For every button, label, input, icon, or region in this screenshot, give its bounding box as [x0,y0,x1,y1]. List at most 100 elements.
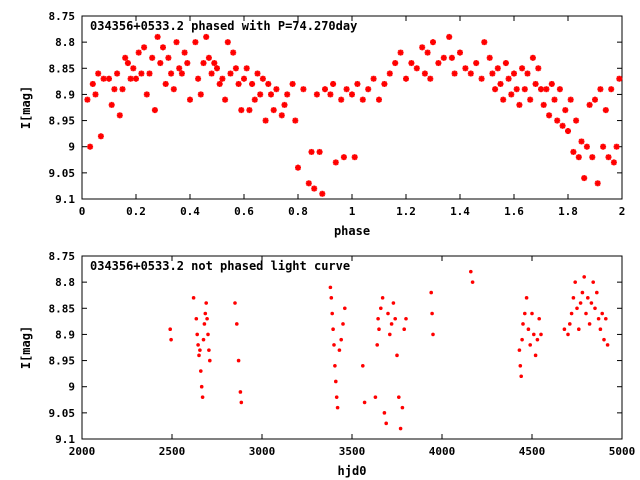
data-point [362,400,367,405]
data-point [419,44,426,51]
data-point [575,154,582,161]
data-point [216,80,223,87]
plot-frame [81,255,623,440]
x-tick-label: 1.8 [558,205,578,218]
data-point [562,107,569,114]
data-point [238,107,245,114]
data-point [519,374,523,379]
data-point [610,159,617,166]
data-point [559,122,566,129]
data-point [429,290,434,295]
data-point [430,311,434,316]
data-point [386,70,393,77]
data-point [427,75,434,82]
data-point [486,54,493,61]
data-point [130,65,137,72]
data-point [133,75,139,82]
data-point [582,275,586,279]
data-point [332,343,336,347]
data-point [200,60,207,67]
data-point [160,44,166,51]
data-point [554,117,561,124]
data-point [343,306,347,311]
data-point [492,86,499,93]
data-point [446,33,453,40]
data-point [203,33,210,40]
data-point [604,316,608,321]
data-point [338,96,345,103]
data-point [586,296,590,300]
data-point [562,327,567,332]
data-point [208,70,215,77]
data-point [284,91,291,98]
data-point [546,112,553,119]
data-point [600,143,607,150]
data-point [194,316,199,321]
data-point [388,332,392,337]
data-point [87,143,94,150]
data-point [513,86,520,93]
data-point [537,316,541,321]
data-point [382,411,387,415]
data-point [224,39,231,46]
data-point [381,80,388,87]
data-point [462,65,469,72]
data-point [403,75,409,82]
y-tick-label: 9 [68,381,75,394]
data-point [571,296,576,300]
data-point [340,154,347,161]
data-point [334,379,338,384]
data-point [230,49,237,56]
data-point [122,54,129,61]
data-point [262,117,269,124]
plot-title: 034356+0533.2 not phased light curve [90,259,350,273]
data-point [397,49,404,56]
data-point [413,65,420,72]
data-point [481,39,488,46]
data-point [235,80,242,87]
data-point [205,316,209,321]
data-point [511,70,517,77]
data-point [198,348,202,352]
data-point [97,133,104,140]
data-point [146,70,153,77]
x-tick-label: 1.4 [450,205,470,218]
data-point [533,353,538,358]
data-point [516,101,523,108]
data-point [214,65,220,72]
data-point [605,343,610,347]
data-point [308,148,315,155]
data-point [532,332,536,337]
data-point [578,301,583,305]
data-point [232,65,239,72]
data-point [589,301,594,305]
data-point [517,348,522,352]
data-point [592,96,598,103]
x-tick-label: 2 [619,205,626,218]
data-point [157,60,164,67]
data-point [200,395,205,399]
data-point [540,101,547,108]
data-point [181,49,188,56]
plot-title: 034356+0533.2 phased with P=74.270day [90,19,357,33]
y-tick-label: 8.8 [55,36,75,49]
x-tick-label: 1 [349,205,356,218]
data-point [351,154,358,161]
data-point [327,91,334,98]
data-point [535,65,542,72]
data-point [430,39,436,46]
data-point [567,96,574,103]
data-point [519,65,526,72]
data-point [199,369,203,373]
data-point [316,148,323,155]
data-point [608,86,615,93]
data-point [518,364,523,368]
data-point [500,96,507,103]
data-point [376,316,380,321]
data-point [523,311,527,316]
data-point [289,80,296,87]
data-point [162,80,169,87]
data-point [187,96,193,103]
data-point [548,80,555,87]
